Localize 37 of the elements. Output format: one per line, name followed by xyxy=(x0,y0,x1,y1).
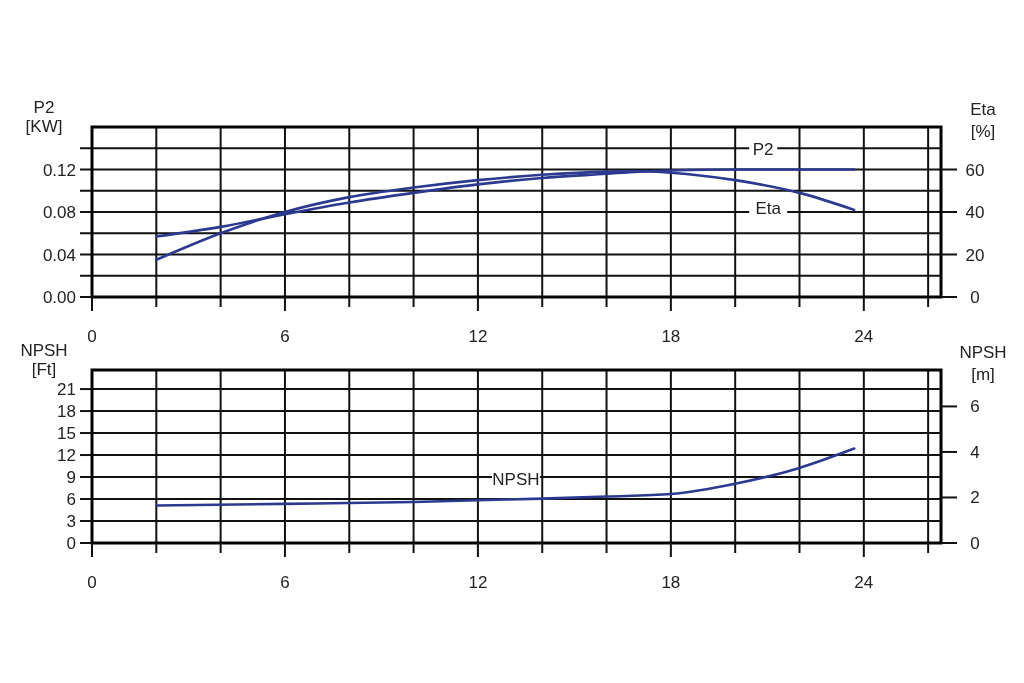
x-tick-label: 12 xyxy=(468,573,488,592)
y-tick-label: 18 xyxy=(57,402,76,422)
x-tick-label: 0 xyxy=(87,573,97,592)
x-tick-label: 24 xyxy=(854,573,874,592)
y-tick-label: 6 xyxy=(66,490,76,510)
series-label: NPSH xyxy=(492,470,540,490)
y2-axis-title: Eta [%] xyxy=(970,100,997,141)
x-tick-label: 6 xyxy=(280,573,290,592)
y2-tick-label: 40 xyxy=(965,203,985,222)
x-tick-label: 24 xyxy=(854,327,874,346)
y-axis-title: NPSH [Ft] xyxy=(20,341,68,379)
y2-tick-label: 4 xyxy=(970,442,980,462)
y-tick-label: 21 xyxy=(57,380,76,400)
y2-axis-title: NPSH [m] xyxy=(959,343,1007,384)
x-tick-label: 12 xyxy=(468,327,488,346)
y2-tick-label: 6 xyxy=(970,397,980,417)
y-tick-label: 12 xyxy=(57,446,76,466)
y-tick-label: 9 xyxy=(66,468,76,488)
x-tick-label: 0 xyxy=(87,327,97,346)
y2-tick-label: 0 xyxy=(970,534,980,553)
y-tick-label: 15 xyxy=(57,424,76,444)
x-tick-label: 18 xyxy=(661,327,681,346)
series-label: Eta xyxy=(755,199,782,219)
y-tick-label: 0.08 xyxy=(42,203,76,222)
y2-tick-label: 20 xyxy=(965,245,985,265)
x-tick-label: 18 xyxy=(661,573,681,592)
y-tick-label: 0 xyxy=(66,534,76,553)
y-axis-title: P2 [KW] xyxy=(25,98,63,136)
y2-tick-label: 0 xyxy=(970,288,980,307)
y-tick-label: 0.12 xyxy=(42,160,76,180)
y-tick-label: 0.00 xyxy=(42,288,76,307)
y2-tick-label: 2 xyxy=(970,488,980,508)
x-tick-label: 6 xyxy=(280,327,290,346)
series-label: P2 xyxy=(752,139,774,159)
y-tick-label: 3 xyxy=(66,512,76,532)
y2-tick-label: 60 xyxy=(965,160,985,180)
y-tick-label: 0.04 xyxy=(42,245,76,265)
